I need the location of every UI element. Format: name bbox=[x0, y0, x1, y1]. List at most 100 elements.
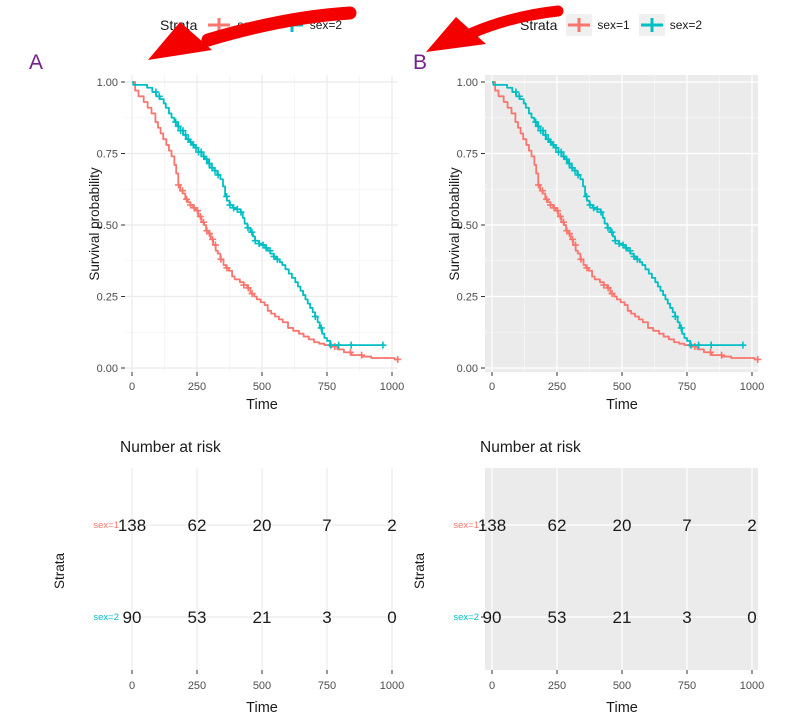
svg-text:250: 250 bbox=[188, 381, 206, 393]
legend-title: Strata bbox=[160, 17, 198, 33]
svg-text:0.00: 0.00 bbox=[457, 363, 478, 375]
km-gridlines bbox=[125, 75, 398, 372]
km-curve-sex=2 bbox=[492, 81, 747, 349]
svg-text:2: 2 bbox=[747, 516, 756, 535]
svg-text:750: 750 bbox=[678, 680, 696, 692]
km-curve-sex=1 bbox=[492, 81, 762, 363]
svg-text:sex=2: sex=2 bbox=[453, 612, 479, 623]
svg-text:20: 20 bbox=[253, 516, 272, 535]
svg-text:Survival probability: Survival probability bbox=[447, 167, 462, 281]
svg-text:500: 500 bbox=[253, 680, 271, 692]
svg-text:250: 250 bbox=[548, 680, 566, 692]
panel-a: A Strata sex=1 sex=2 0.00 0.25 0.50 0.75 1.0… bbox=[29, 6, 404, 716]
svg-text:62: 62 bbox=[548, 516, 567, 535]
svg-text:0.50: 0.50 bbox=[97, 220, 118, 232]
svg-text:1.00: 1.00 bbox=[457, 77, 478, 89]
svg-text:0: 0 bbox=[489, 680, 495, 692]
svg-text:90: 90 bbox=[123, 608, 142, 627]
svg-text:1000: 1000 bbox=[380, 680, 404, 692]
sex1-plus-key-icon bbox=[208, 18, 231, 32]
svg-text:Strata: Strata bbox=[52, 553, 67, 590]
km-curve-sex=2 bbox=[132, 81, 387, 349]
svg-text:Time: Time bbox=[246, 700, 278, 716]
svg-text:53: 53 bbox=[548, 608, 567, 627]
svg-text:3: 3 bbox=[322, 608, 331, 627]
sex2-plus-key-icon bbox=[638, 14, 665, 36]
svg-text:53: 53 bbox=[188, 608, 207, 627]
km-axes: 0.00 0.25 0.50 0.75 1.00 0 250 500 750 1000 Time Su… bbox=[447, 77, 764, 413]
svg-text:0: 0 bbox=[129, 381, 135, 393]
risk-table-title: Number at risk bbox=[480, 439, 581, 456]
svg-text:500: 500 bbox=[253, 381, 271, 393]
legend-label-sex2: sex=2 bbox=[669, 18, 703, 32]
svg-text:Strata: Strata bbox=[412, 553, 427, 590]
legend-item-sex1: sex=1 bbox=[206, 14, 270, 36]
risk-row-sex=2: sex=2 90 53 21 3 0 bbox=[453, 608, 756, 627]
svg-text:138: 138 bbox=[118, 516, 146, 535]
svg-text:0.75: 0.75 bbox=[97, 149, 118, 161]
legend-item-sex1: sex=1 bbox=[566, 14, 630, 36]
svg-text:62: 62 bbox=[188, 516, 207, 535]
censor-marks-sex=1 bbox=[175, 181, 402, 363]
svg-text:7: 7 bbox=[322, 516, 331, 535]
legend-label-sex2: sex=2 bbox=[309, 18, 343, 32]
svg-text:0: 0 bbox=[489, 381, 495, 393]
svg-text:750: 750 bbox=[318, 381, 336, 393]
svg-text:2: 2 bbox=[387, 516, 396, 535]
legend-a: Strata sex=1 sex=2 bbox=[160, 14, 342, 36]
risk-row-sex=2: sex=2 90 53 21 3 0 bbox=[93, 608, 396, 627]
sex1-plus-key-icon bbox=[566, 14, 593, 36]
legend-label-sex1: sex=1 bbox=[237, 18, 270, 32]
svg-text:750: 750 bbox=[318, 680, 336, 692]
svg-text:sex=1: sex=1 bbox=[453, 520, 479, 531]
km-plot-b: 0.00 0.25 0.50 0.75 1.00 0 250 500 750 1000 Time Su… bbox=[447, 75, 764, 413]
legend-title: Strata bbox=[520, 17, 558, 33]
svg-text:250: 250 bbox=[548, 381, 566, 393]
legend-label-sex1: sex=1 bbox=[597, 18, 630, 32]
km-curve-sex=1 bbox=[132, 81, 402, 363]
risk-axes: 0 250 500 750 1000 Time Strata bbox=[412, 553, 764, 716]
legend-item-sex2: sex=2 bbox=[638, 14, 703, 36]
legend-item-sex2: sex=2 bbox=[279, 14, 342, 36]
svg-text:0: 0 bbox=[387, 608, 396, 627]
svg-text:500: 500 bbox=[613, 381, 631, 393]
risk-axes: 0 250 500 750 1000 Time Strata bbox=[52, 553, 404, 716]
svg-text:20: 20 bbox=[613, 516, 632, 535]
svg-text:7: 7 bbox=[682, 516, 691, 535]
sex2-plus-key-icon bbox=[280, 18, 303, 32]
svg-text:750: 750 bbox=[678, 381, 696, 393]
censor-marks-sex=2 bbox=[512, 88, 747, 349]
svg-text:Time: Time bbox=[606, 397, 638, 413]
risk-table-title: Number at risk bbox=[120, 439, 221, 456]
risk-gridlines bbox=[485, 468, 758, 670]
censor-marks-sex=2 bbox=[152, 88, 387, 349]
svg-text:0.00: 0.00 bbox=[97, 363, 118, 375]
svg-text:500: 500 bbox=[613, 680, 631, 692]
svg-text:3: 3 bbox=[682, 608, 691, 627]
legend-b: Strata sex=1 sex=2 bbox=[520, 14, 702, 36]
svg-text:1000: 1000 bbox=[740, 381, 764, 393]
svg-text:0: 0 bbox=[747, 608, 756, 627]
km-gridlines bbox=[485, 75, 758, 372]
svg-text:Time: Time bbox=[606, 700, 638, 716]
km-axes: 0.00 0.25 0.50 0.75 1.00 0 250 500 750 1000 Time Su… bbox=[87, 77, 404, 413]
svg-text:Time: Time bbox=[246, 397, 278, 413]
censor-marks-sex=1 bbox=[535, 181, 762, 363]
svg-text:0.50: 0.50 bbox=[457, 220, 478, 232]
svg-text:1.00: 1.00 bbox=[97, 77, 118, 89]
panel-b: B Strata sex=1 sex=2 0.00 0.25 0.50 0.75 1.0… bbox=[360, 0, 793, 720]
svg-text:0.25: 0.25 bbox=[457, 292, 478, 304]
risk-gridlines bbox=[125, 468, 398, 670]
svg-text:0: 0 bbox=[129, 680, 135, 692]
svg-text:138: 138 bbox=[478, 516, 506, 535]
svg-text:90: 90 bbox=[483, 608, 502, 627]
panel-label-b: B bbox=[413, 51, 428, 74]
svg-text:0.75: 0.75 bbox=[457, 149, 478, 161]
svg-text:sex=1: sex=1 bbox=[93, 520, 119, 531]
km-plot-a: 0.00 0.25 0.50 0.75 1.00 0 250 500 750 1000 Time Su… bbox=[87, 75, 404, 413]
